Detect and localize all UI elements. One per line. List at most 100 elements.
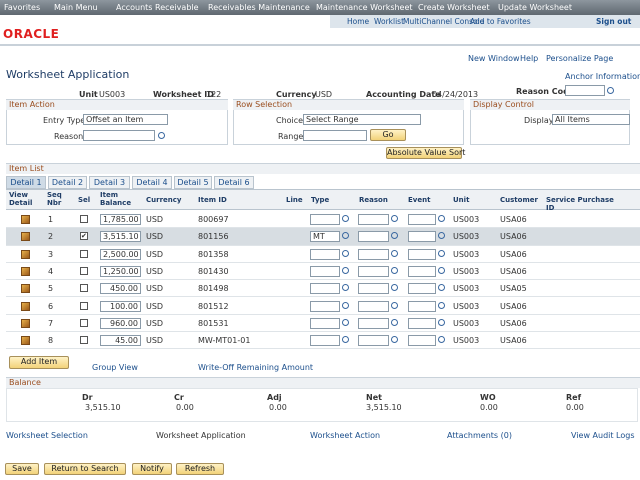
- type-input[interactable]: [310, 283, 340, 295]
- footer-link[interactable]: Worksheet Action: [310, 431, 381, 440]
- lookup-icon[interactable]: [438, 215, 445, 222]
- footer-link[interactable]: Worksheet Application: [156, 431, 246, 440]
- lookup-icon[interactable]: [391, 284, 398, 292]
- event-input[interactable]: [408, 317, 436, 329]
- checkbox[interactable]: ✔: [80, 232, 88, 241]
- lookup-icon[interactable]: [391, 215, 398, 222]
- balance-input[interactable]: 1,250.00: [100, 265, 141, 277]
- lookup-icon[interactable]: [438, 336, 445, 344]
- lookup-icon[interactable]: [438, 318, 445, 326]
- nav-item[interactable]: Receivables Maintenance: [208, 3, 310, 12]
- detail-icon[interactable]: [21, 232, 30, 242]
- balance-input[interactable]: 3,515.10: [100, 231, 141, 243]
- reason-input[interactable]: [358, 231, 389, 243]
- tab[interactable]: Detail 1: [6, 176, 46, 189]
- balance-input[interactable]: 2,500.00: [100, 248, 141, 260]
- tab[interactable]: Detail 3: [89, 176, 130, 189]
- button[interactable]: Refresh: [176, 463, 224, 475]
- lookup-icon[interactable]: [391, 336, 398, 344]
- header-link[interactable]: MultiChannel Console: [403, 17, 485, 26]
- lookup-icon[interactable]: [391, 301, 398, 309]
- tab[interactable]: Detail 2: [48, 176, 87, 189]
- lookup-icon[interactable]: [342, 232, 349, 240]
- balance-input[interactable]: 960.00: [100, 317, 141, 329]
- footer-link[interactable]: Attachments (0): [447, 431, 512, 440]
- event-input[interactable]: [408, 231, 436, 243]
- checkbox[interactable]: [80, 284, 88, 293]
- detail-icon[interactable]: [21, 301, 30, 311]
- lookup-icon[interactable]: [342, 266, 349, 274]
- button[interactable]: Add Item: [9, 356, 69, 369]
- detail-icon[interactable]: [21, 284, 30, 294]
- reason-code-input[interactable]: [565, 85, 605, 96]
- checkbox[interactable]: [80, 318, 88, 327]
- type-input[interactable]: [310, 335, 340, 347]
- event-input[interactable]: [408, 214, 436, 225]
- page-link[interactable]: Personalize Page: [546, 54, 614, 63]
- lookup-icon[interactable]: [391, 318, 398, 326]
- select[interactable]: All Items: [552, 114, 630, 125]
- lookup-icon[interactable]: [438, 249, 445, 257]
- lookup-icon[interactable]: [391, 249, 398, 257]
- input[interactable]: [83, 130, 155, 141]
- tab[interactable]: Detail 4: [132, 176, 172, 189]
- lookup-icon[interactable]: [391, 232, 398, 240]
- event-input[interactable]: [408, 335, 436, 347]
- button[interactable]: Return to Search: [44, 463, 126, 475]
- button[interactable]: Absolute Value Sort: [386, 147, 466, 159]
- checkbox[interactable]: [80, 249, 88, 258]
- lookup-icon[interactable]: [438, 301, 445, 309]
- reason-input[interactable]: [358, 214, 389, 225]
- type-input[interactable]: [310, 265, 340, 277]
- lookup-icon[interactable]: [438, 266, 445, 274]
- checkbox[interactable]: [80, 301, 88, 310]
- detail-icon[interactable]: [21, 215, 30, 224]
- lookup-icon[interactable]: [391, 266, 398, 274]
- anchor-link[interactable]: Anchor Information: [565, 72, 640, 81]
- type-input[interactable]: [310, 317, 340, 329]
- link[interactable]: Group View: [92, 363, 138, 372]
- nav-item[interactable]: Favorites: [4, 3, 41, 12]
- type-input[interactable]: [310, 300, 340, 312]
- select[interactable]: Offset an Item: [83, 114, 168, 125]
- button[interactable]: Save: [5, 463, 39, 475]
- footer-link[interactable]: Worksheet Selection: [6, 431, 88, 440]
- header-link[interactable]: Worklist: [374, 17, 405, 26]
- page-link[interactable]: New Window: [468, 54, 520, 63]
- lookup-icon[interactable]: [607, 87, 614, 94]
- checkbox[interactable]: [80, 215, 88, 223]
- event-input[interactable]: [408, 300, 436, 312]
- input[interactable]: [303, 130, 367, 141]
- lookup-icon[interactable]: [342, 284, 349, 292]
- nav-item[interactable]: Update Worksheet: [498, 3, 572, 12]
- header-link[interactable]: Add to Favorites: [470, 17, 531, 26]
- link[interactable]: Write-Off Remaining Amount: [198, 363, 314, 372]
- event-input[interactable]: [408, 283, 436, 295]
- reason-input[interactable]: [358, 283, 389, 295]
- lookup-icon[interactable]: [158, 132, 165, 139]
- reason-input[interactable]: [358, 335, 389, 347]
- tab[interactable]: Detail 6: [214, 176, 254, 189]
- reason-input[interactable]: [358, 300, 389, 312]
- checkbox[interactable]: [80, 266, 88, 275]
- balance-input[interactable]: 450.00: [100, 283, 141, 295]
- lookup-icon[interactable]: [342, 336, 349, 344]
- reason-input[interactable]: [358, 248, 389, 260]
- detail-icon[interactable]: [21, 249, 30, 259]
- type-input[interactable]: [310, 214, 340, 225]
- header-link[interactable]: Sign out: [596, 17, 632, 26]
- nav-item[interactable]: Accounts Receivable: [116, 3, 199, 12]
- button[interactable]: Notify: [132, 463, 172, 475]
- lookup-icon[interactable]: [342, 318, 349, 326]
- page-link[interactable]: Help: [520, 54, 539, 63]
- nav-item[interactable]: Maintenance Worksheet: [316, 3, 413, 12]
- nav-item[interactable]: Main Menu: [54, 3, 98, 12]
- balance-input[interactable]: 1,785.00: [100, 214, 141, 225]
- tab[interactable]: Detail 5: [174, 176, 212, 189]
- detail-icon[interactable]: [21, 318, 30, 328]
- lookup-icon[interactable]: [342, 249, 349, 257]
- lookup-icon[interactable]: [438, 232, 445, 240]
- detail-icon[interactable]: [21, 266, 30, 276]
- lookup-icon[interactable]: [342, 215, 349, 222]
- lookup-icon[interactable]: [342, 301, 349, 309]
